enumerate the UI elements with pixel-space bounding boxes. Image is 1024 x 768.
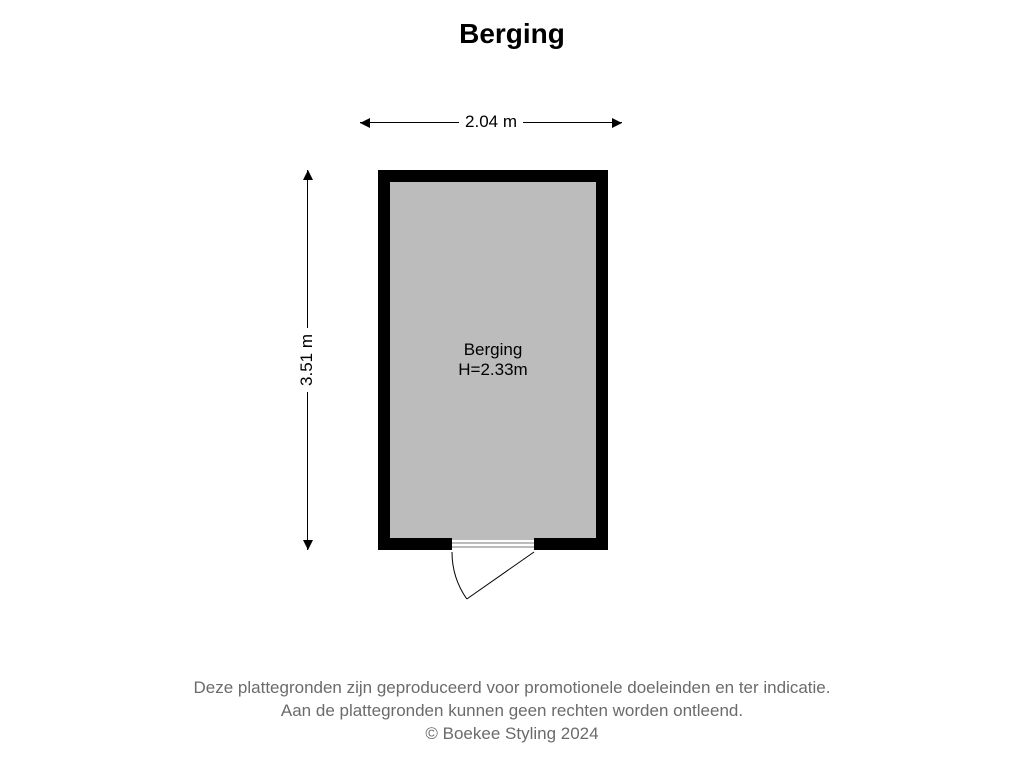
dimension-width: 2.04 m	[360, 112, 622, 132]
dimension-arrow-right-icon	[523, 122, 622, 123]
door-threshold-icon	[452, 538, 534, 550]
door-swing-icon	[450, 550, 536, 636]
room-name-label: Berging	[464, 340, 523, 360]
dimension-width-label: 2.04 m	[459, 112, 523, 132]
dimension-height: 3.51 m	[297, 170, 317, 550]
dimension-arrow-down-icon	[307, 392, 308, 550]
dimension-height-label: 3.51 m	[297, 328, 317, 392]
disclaimer-line2: Aan de plattegronden kunnen geen rechten…	[0, 700, 1024, 723]
disclaimer-line1: Deze plattegronden zijn geproduceerd voo…	[0, 677, 1024, 700]
dimension-arrow-up-icon	[307, 170, 308, 328]
disclaimer-copyright: © Boekee Styling 2024	[0, 723, 1024, 746]
room-height-label: H=2.33m	[458, 360, 527, 380]
disclaimer: Deze plattegronden zijn geproduceerd voo…	[0, 677, 1024, 746]
dimension-arrow-left-icon	[360, 122, 459, 123]
page-title: Berging	[0, 18, 1024, 50]
room-interior: Berging H=2.33m	[390, 182, 596, 538]
